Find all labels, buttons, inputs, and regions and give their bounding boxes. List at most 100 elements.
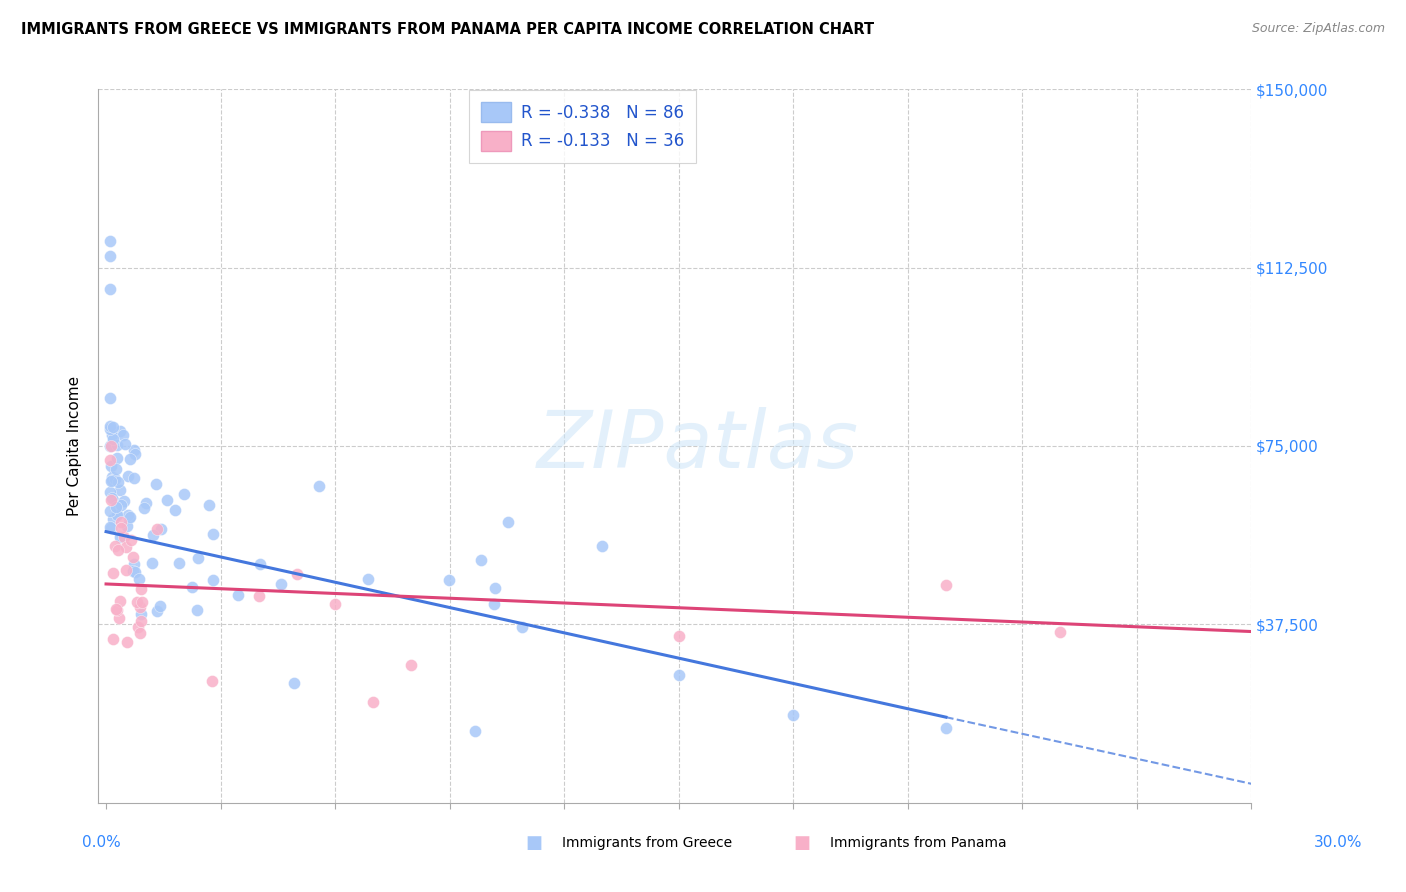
Point <box>401 657 423 672</box>
Point <box>129 582 152 596</box>
Point <box>129 626 152 640</box>
Point <box>124 565 146 579</box>
Point <box>201 527 224 541</box>
Legend: R = -0.338   N = 86, R = -0.133   N = 36: R = -0.338 N = 86, R = -0.133 N = 36 <box>470 90 696 162</box>
Text: Immigrants from Greece: Immigrants from Greece <box>562 836 733 850</box>
Point <box>125 594 148 608</box>
Point <box>127 620 149 634</box>
Point <box>484 582 506 596</box>
Point <box>169 557 191 571</box>
Point <box>201 673 224 688</box>
Text: Immigrants from Panama: Immigrants from Panama <box>830 836 1007 850</box>
Point <box>110 424 132 438</box>
Point <box>98 418 121 433</box>
Point <box>361 695 384 709</box>
Point <box>129 607 152 622</box>
Point <box>117 508 139 522</box>
Point <box>283 675 305 690</box>
Point <box>118 511 141 525</box>
Point <box>145 604 167 618</box>
Point <box>132 501 155 516</box>
Point <box>105 601 128 615</box>
Point <box>100 493 122 508</box>
Point <box>173 487 195 501</box>
Y-axis label: Per Capita Income: Per Capita Income <box>67 376 83 516</box>
Point <box>100 475 122 489</box>
Point <box>496 516 519 530</box>
Point <box>105 507 128 521</box>
Point <box>108 594 131 608</box>
Point <box>108 610 131 624</box>
Text: IMMIGRANTS FROM GREECE VS IMMIGRANTS FROM PANAMA PER CAPITA INCOME CORRELATION C: IMMIGRANTS FROM GREECE VS IMMIGRANTS FRO… <box>21 22 875 37</box>
Point <box>101 632 124 646</box>
Point <box>124 447 146 461</box>
Point <box>270 576 292 591</box>
Point <box>100 521 122 535</box>
Point <box>668 629 690 643</box>
Point <box>101 432 124 446</box>
Point <box>122 557 145 571</box>
Point <box>100 474 122 488</box>
Point <box>935 578 957 592</box>
Point <box>437 573 460 587</box>
Point <box>128 572 150 586</box>
Point <box>149 599 172 613</box>
Point <box>149 522 172 536</box>
Point <box>180 580 202 594</box>
Point <box>101 470 124 484</box>
Point <box>512 620 534 634</box>
Point <box>112 427 135 442</box>
Point <box>782 707 804 722</box>
Point <box>186 603 208 617</box>
Point <box>105 438 128 452</box>
Point <box>101 419 124 434</box>
Point <box>98 453 121 467</box>
Point <box>101 566 124 581</box>
Point <box>98 392 121 406</box>
Point <box>107 450 129 465</box>
Point <box>98 422 121 436</box>
Point <box>249 558 271 572</box>
Point <box>98 249 121 263</box>
Point <box>105 603 128 617</box>
Point <box>115 540 138 554</box>
Point <box>108 530 131 544</box>
Point <box>129 614 152 628</box>
Text: ZIPatlas: ZIPatlas <box>537 407 859 485</box>
Point <box>484 597 506 611</box>
Point <box>470 552 492 566</box>
Point <box>107 543 129 558</box>
Point <box>105 496 128 510</box>
Point <box>135 496 157 510</box>
Point <box>120 509 142 524</box>
Point <box>141 556 163 570</box>
Point <box>308 479 330 493</box>
Point <box>103 512 125 526</box>
Point <box>935 721 957 735</box>
Point <box>110 521 132 535</box>
Text: ■: ■ <box>793 834 810 852</box>
Point <box>198 498 221 512</box>
Point <box>112 530 135 544</box>
Point <box>591 539 613 553</box>
Point <box>156 493 179 508</box>
Point <box>98 520 121 534</box>
Point <box>101 491 124 505</box>
Point <box>145 477 167 491</box>
Point <box>131 595 153 609</box>
Point <box>122 443 145 458</box>
Point <box>105 461 128 475</box>
Point <box>202 573 225 587</box>
Point <box>129 600 152 615</box>
Point <box>98 235 121 249</box>
Point <box>122 565 145 579</box>
Point <box>228 588 250 602</box>
Point <box>104 500 127 515</box>
Point <box>98 282 121 296</box>
Point <box>122 550 145 565</box>
Point <box>117 635 139 649</box>
Point <box>104 540 127 554</box>
Point <box>122 471 145 485</box>
Point <box>115 519 138 533</box>
Point <box>163 503 186 517</box>
